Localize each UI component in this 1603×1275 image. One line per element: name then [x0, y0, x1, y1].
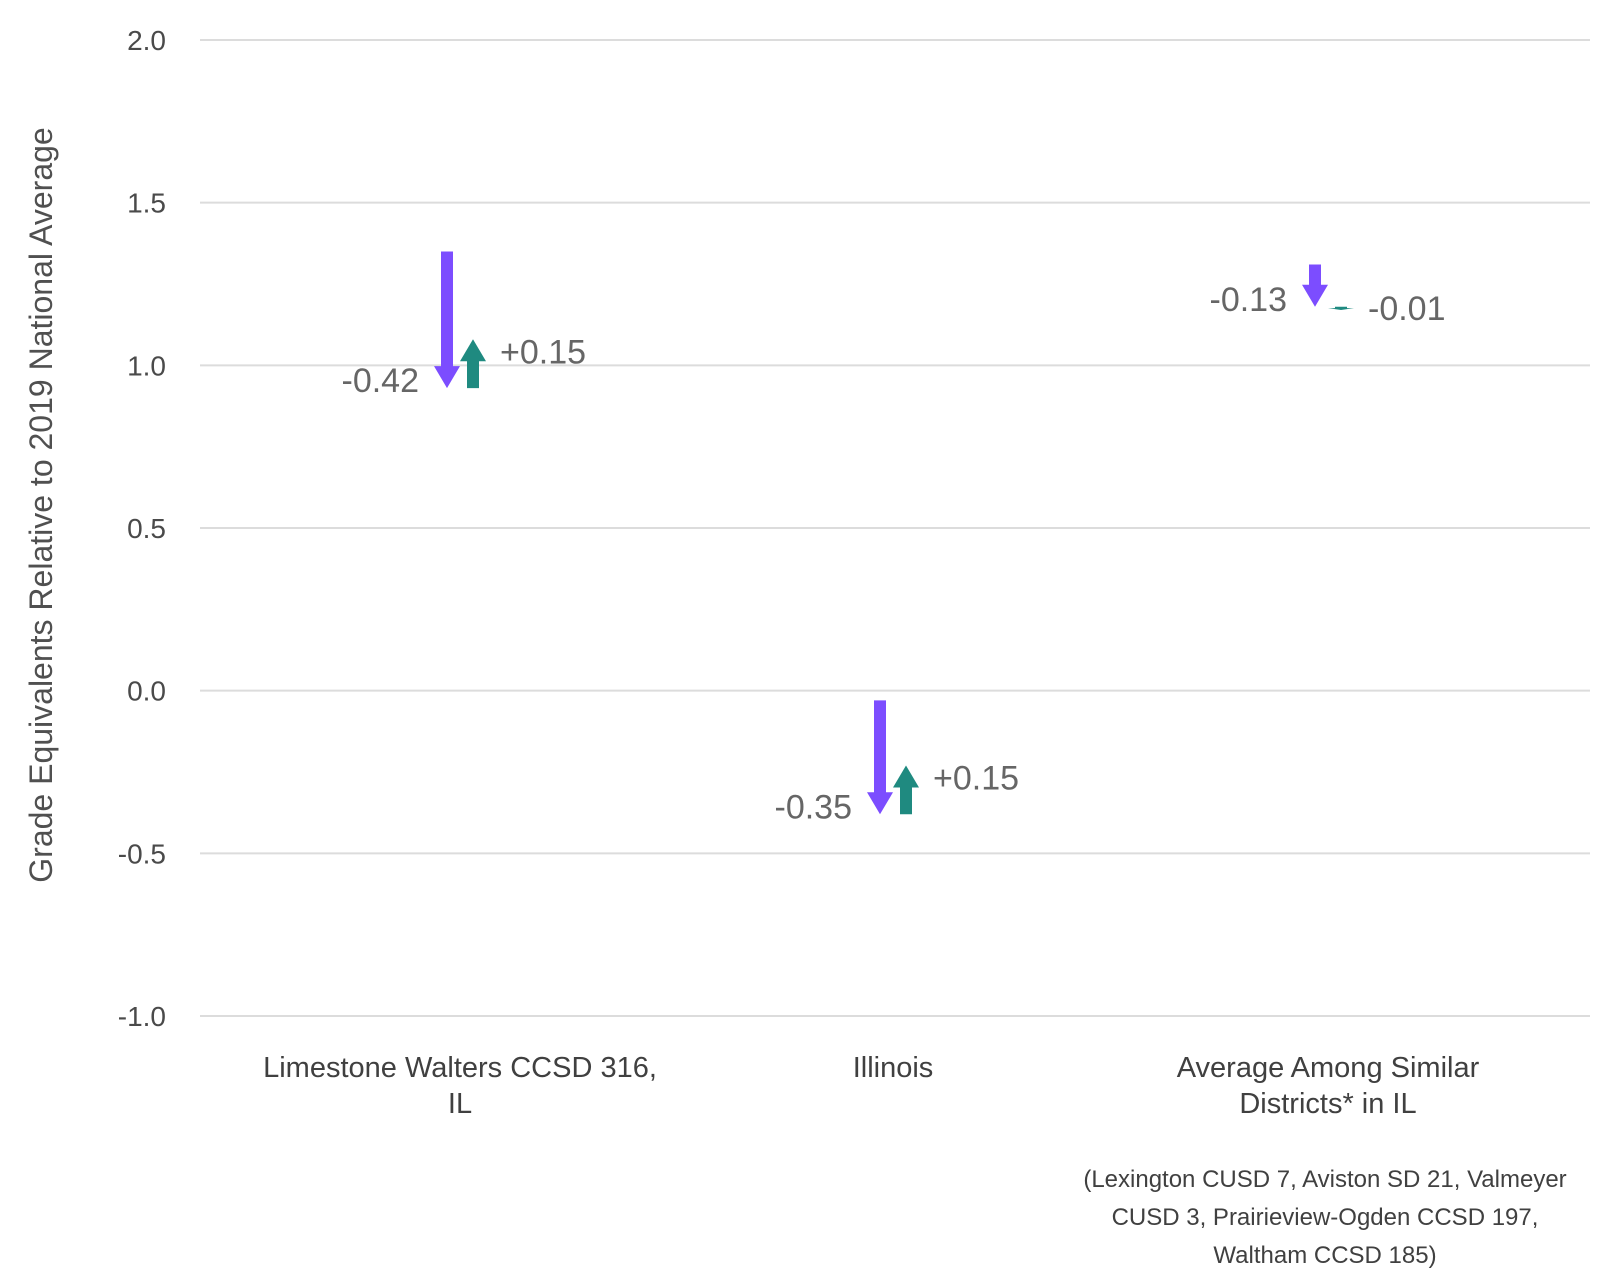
- footnote-line: CUSD 3, Prairieview-Ogden CCSD 197,: [1112, 1204, 1539, 1231]
- y-axis-title: Grade Equivalents Relative to 2019 Natio…: [23, 127, 59, 882]
- recovery-value-label: +0.15: [933, 759, 1019, 797]
- decline-value-label: -0.35: [775, 788, 853, 826]
- category-label: Average Among Similar: [1177, 1052, 1480, 1084]
- gridlines: [200, 39, 1590, 1017]
- recovery-arrow: [893, 765, 919, 815]
- category-label: IL: [448, 1088, 472, 1120]
- footnote-line: (Lexington CUSD 7, Aviston SD 21, Valmey…: [1083, 1166, 1566, 1193]
- category-label: Districts* in IL: [1239, 1088, 1416, 1120]
- y-tick-label: 0.0: [127, 676, 166, 707]
- recovery-value-label: -0.01: [1368, 290, 1446, 328]
- footnote-line: Waltham CCSD 185): [1213, 1242, 1436, 1269]
- recovery-value-label: +0.15: [500, 333, 586, 371]
- y-tick-label: 1.0: [127, 350, 166, 381]
- category-label: Illinois: [853, 1052, 934, 1084]
- decline-arrow: [434, 251, 460, 389]
- recovery-arrow: [1328, 306, 1354, 311]
- y-tick-label: -1.0: [118, 1001, 166, 1032]
- recovery-arrow: [460, 339, 486, 389]
- category-labels: Limestone Walters CCSD 316, IL Illinois Ave…: [263, 1052, 1479, 1120]
- decline-value-label: -0.13: [1210, 281, 1288, 319]
- decline-arrow: [867, 700, 893, 815]
- y-tick-label: 1.5: [127, 188, 166, 219]
- arrows: -0.42 +0.15 -0.35 +0.15 -0.13 -0.01: [342, 251, 1446, 826]
- y-tick-label: -0.5: [118, 838, 166, 869]
- category-label: Limestone Walters CCSD 316,: [263, 1052, 657, 1084]
- y-tick-labels: -1.0 -0.5 0.0 0.5 1.0 1.5 2.0: [118, 25, 166, 1032]
- decline-arrow: [1302, 264, 1328, 307]
- y-tick-label: 2.0: [127, 25, 166, 56]
- y-tick-label: 0.5: [127, 513, 166, 544]
- footnote: (Lexington CUSD 7, Aviston SD 21, Valmey…: [1083, 1166, 1566, 1269]
- decline-value-label: -0.42: [342, 362, 420, 400]
